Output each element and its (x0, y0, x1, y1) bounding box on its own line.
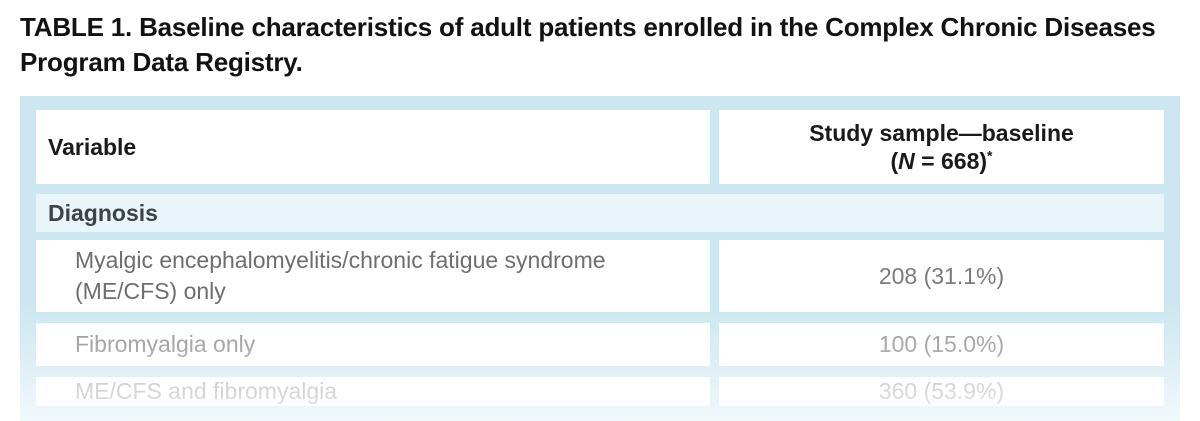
footnote-asterisk: * (987, 147, 993, 164)
section-label-text: Diagnosis (48, 199, 158, 226)
table-caption-text: Baseline characteristics of adult patien… (20, 12, 1156, 77)
table-row: Myalgic encephalomyelitis/chronic fatigu… (36, 240, 1164, 312)
row-variable-mecfs-and-fibromyalgia: ME/CFS and fibromyalgia (36, 377, 710, 406)
column-header-variable-label: Variable (48, 133, 137, 160)
table-row: Fibromyalgia only 100 (15.0%) (36, 323, 1164, 366)
row-value-mecfs-and-fibromyalgia: 360 (53.9%) (719, 377, 1164, 406)
study-sample-line2: (N = 668)* (891, 147, 993, 175)
sample-n-paren: ( (890, 148, 899, 174)
sample-n-value: = 668) (914, 148, 988, 174)
row-variable-text: Myalgic encephalomyelitis/chronic fatigu… (75, 247, 606, 304)
table-header-row: Variable Study sample—baseline (N = 668)… (36, 110, 1164, 184)
sample-n-symbol: N (898, 148, 915, 174)
row-variable-mecfs-only: Myalgic encephalomyelitis/chronic fatigu… (36, 240, 710, 312)
section-label: Diagnosis (36, 194, 1164, 232)
row-variable-text: ME/CFS and fibromyalgia (75, 378, 338, 404)
table-caption-label: TABLE 1. (20, 12, 133, 42)
row-value-text: 100 (15.0%) (878, 331, 1005, 357)
study-sample-line1: Study sample—baseline (809, 120, 1074, 146)
row-variable-text: Fibromyalgia only (75, 331, 256, 357)
section-row-diagnosis: Diagnosis (36, 194, 1164, 232)
row-value-text: 208 (31.1%) (878, 262, 1005, 289)
baseline-characteristics-table: Variable Study sample—baseline (N = 668)… (20, 96, 1180, 421)
row-value-mecfs-only: 208 (31.1%) (719, 240, 1164, 312)
column-header-variable: Variable (36, 110, 710, 184)
row-value-fibromyalgia-only: 100 (15.0%) (719, 323, 1164, 366)
table-row: ME/CFS and fibromyalgia 360 (53.9%) (36, 377, 1164, 406)
row-value-text: 360 (53.9%) (878, 378, 1005, 404)
table-caption: TABLE 1. Baseline characteristics of adu… (20, 10, 1190, 80)
row-variable-fibromyalgia-only: Fibromyalgia only (36, 323, 710, 366)
column-header-study-sample: Study sample—baseline (N = 668)* (719, 110, 1164, 184)
